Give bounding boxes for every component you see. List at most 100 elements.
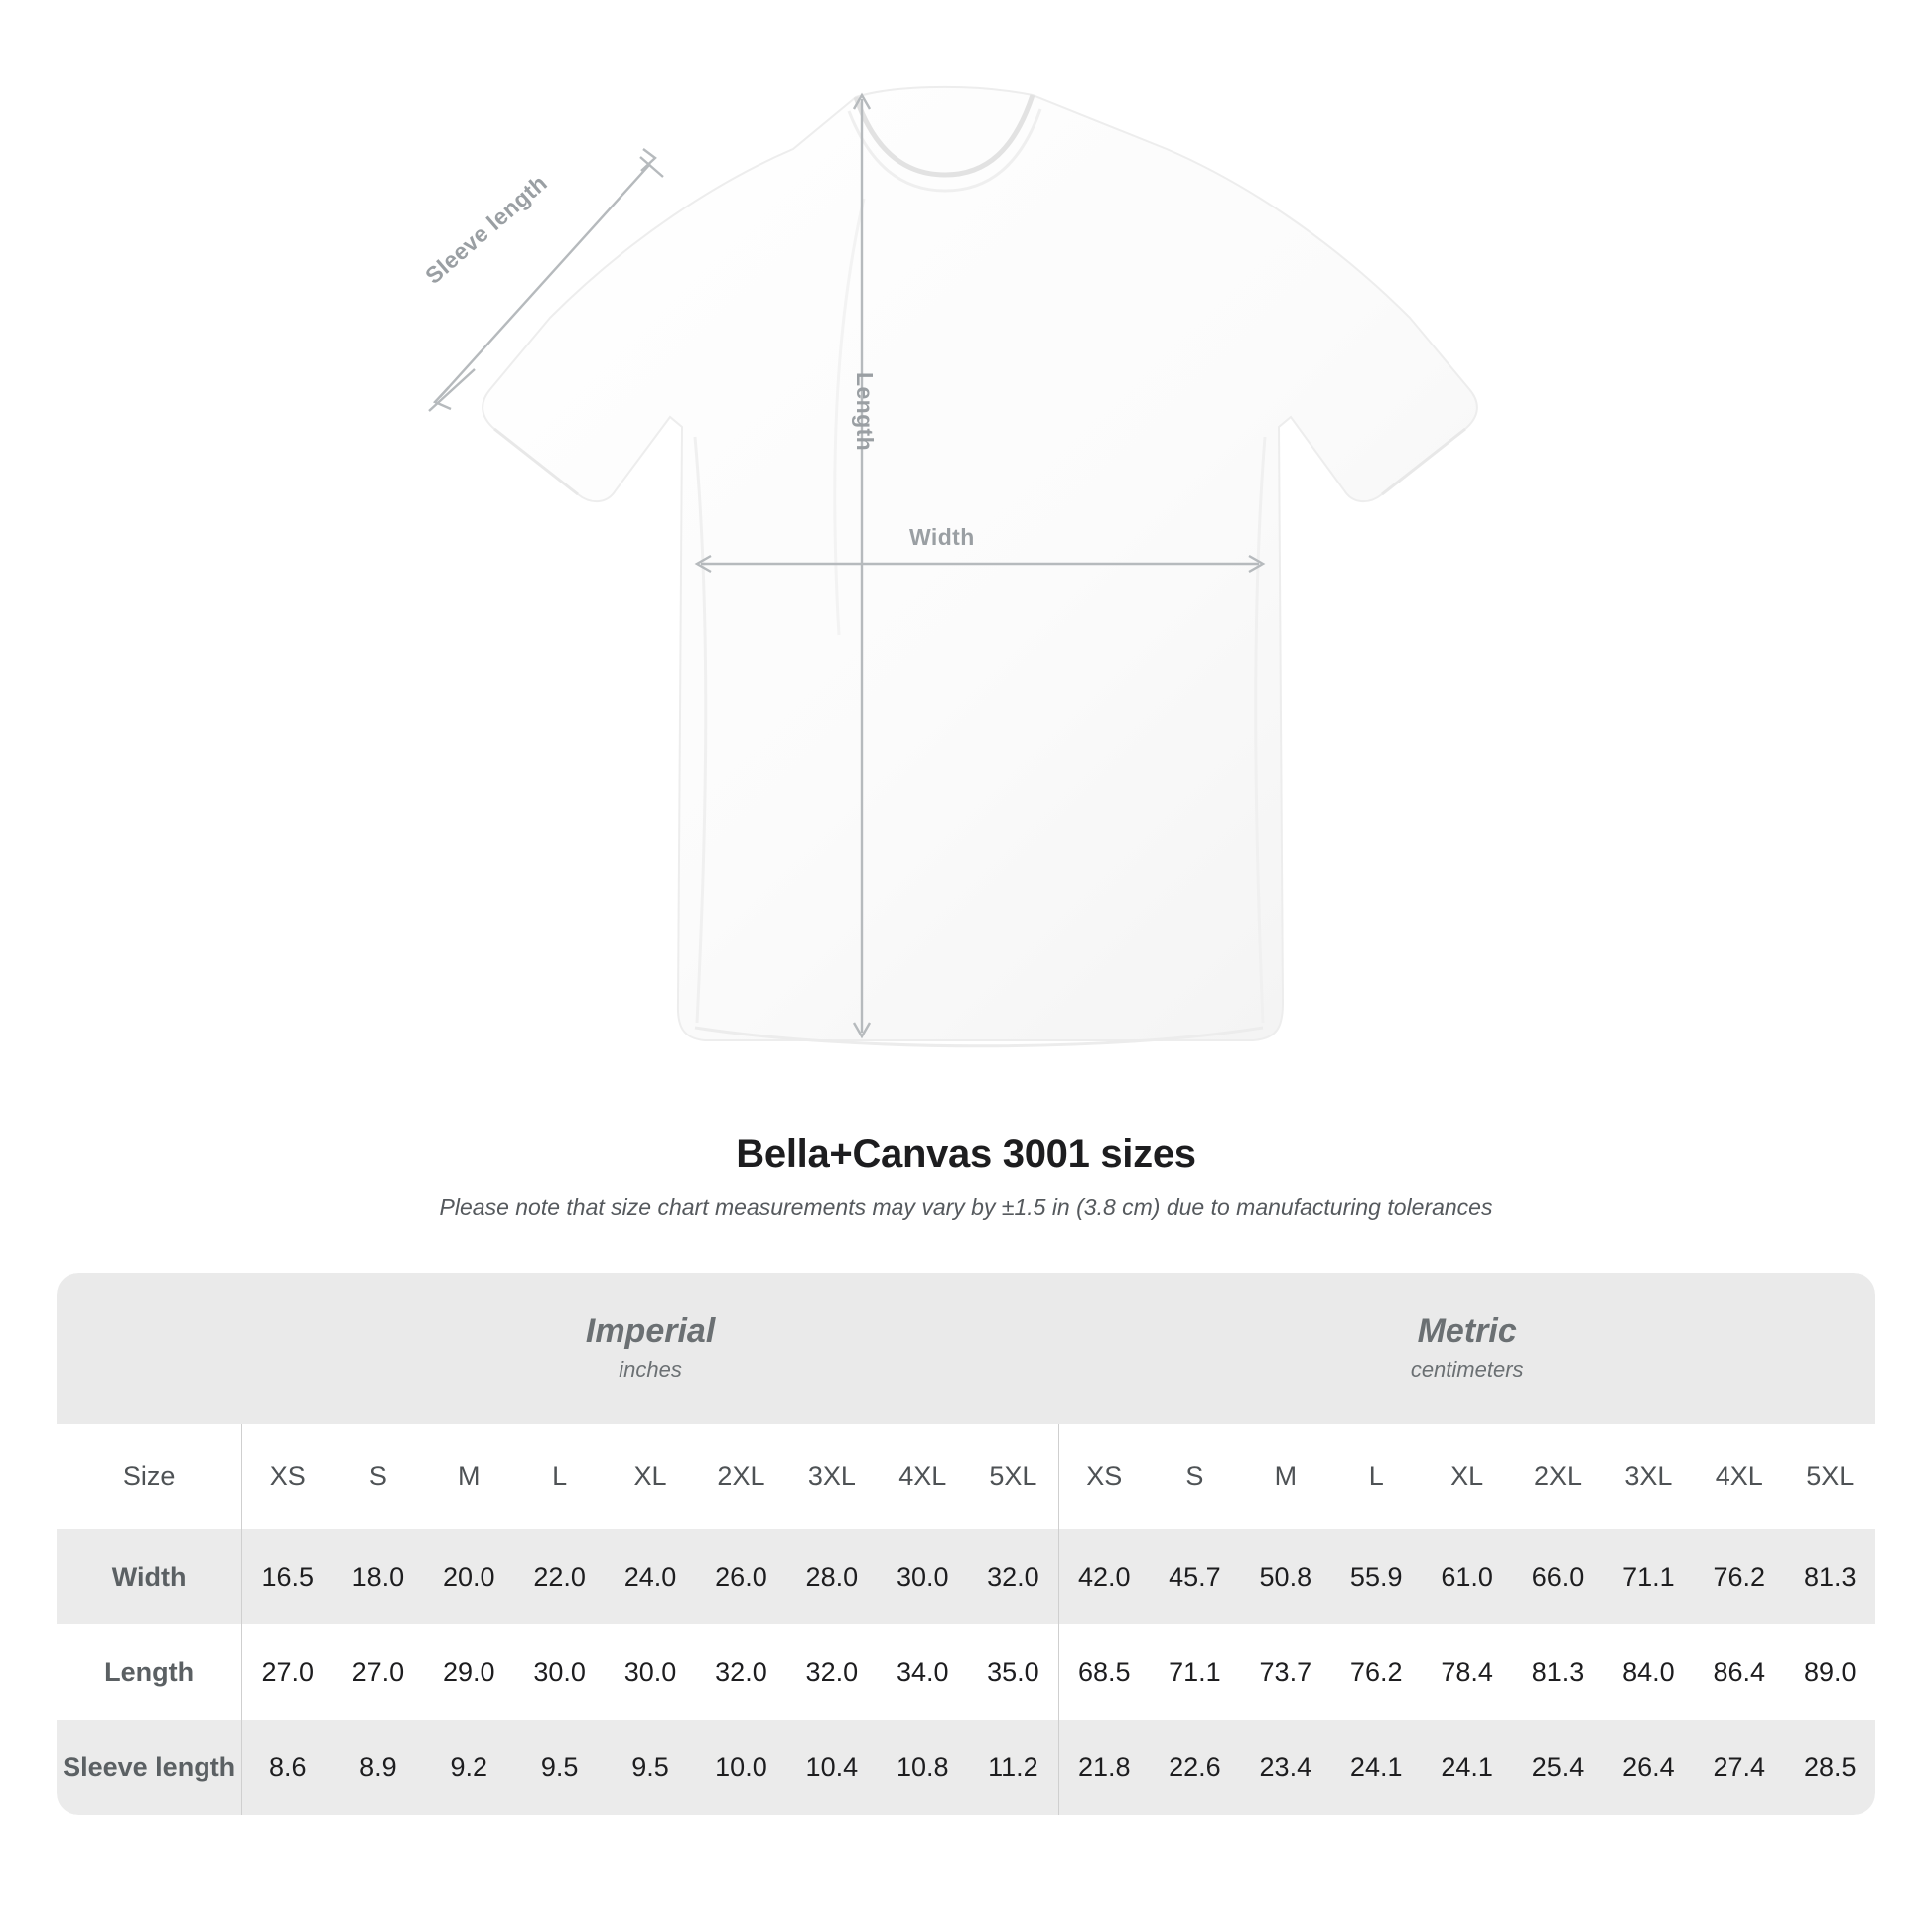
cell-width-metric-5xl: 81.3 <box>1784 1529 1875 1624</box>
cell-sleeve-length-metric-l: 24.1 <box>1330 1720 1422 1815</box>
cell-width-imperial-m: 20.0 <box>423 1529 514 1624</box>
cell-length-metric-m: 73.7 <box>1240 1624 1331 1720</box>
size-header-cell-xl-metric: XL <box>1421 1424 1513 1529</box>
unit-system-name: Metric <box>1417 1312 1517 1351</box>
row-label-width: Width <box>57 1529 242 1624</box>
dimension-lines <box>428 92 1266 1039</box>
width-dimension-label: Width <box>909 524 975 550</box>
row-label-length: Length <box>57 1624 242 1720</box>
table-row: Sleeve length 8.6 8.9 9.2 9.5 9.5 10.0 10.4 10.8… <box>57 1720 1875 1815</box>
size-chart-table: Imperial inches Metric centimeters Size XS S M L… <box>57 1273 1875 1815</box>
cell-sleeve-length-imperial-m: 9.2 <box>423 1720 514 1815</box>
size-header-cell-l-metric: L <box>1330 1424 1422 1529</box>
cell-width-metric-2xl: 66.0 <box>1512 1529 1603 1624</box>
cell-length-metric-4xl: 86.4 <box>1694 1624 1785 1720</box>
size-header-cell-m-metric: M <box>1240 1424 1331 1529</box>
cell-sleeve-length-imperial-5xl: 11.2 <box>967 1720 1059 1815</box>
tshirt-collar-inner <box>847 108 1042 193</box>
cell-width-imperial-xs: 16.5 <box>241 1529 334 1624</box>
unit-system-unit: inches <box>619 1356 682 1382</box>
width-arrow-right <box>1248 554 1266 574</box>
tshirt-collar <box>853 94 1035 178</box>
tshirt-fold-right <box>1254 436 1267 1024</box>
cell-width-metric-3xl: 71.1 <box>1602 1529 1695 1624</box>
tshirt-illustration <box>428 85 1478 1048</box>
cell-width-metric-xl: 61.0 <box>1421 1529 1513 1624</box>
cell-sleeve-length-metric-5xl: 28.5 <box>1784 1720 1875 1815</box>
unit-system-spacer-cell <box>57 1273 242 1424</box>
cell-width-metric-l: 55.9 <box>1330 1529 1422 1624</box>
row-label-sleeve-length: Sleeve length <box>57 1720 242 1815</box>
width-arrow-left <box>694 554 712 574</box>
cell-length-metric-xl: 78.4 <box>1421 1624 1513 1720</box>
tshirt-measurement-diagram: Sleeve length Length Width <box>420 85 1478 1048</box>
unit-system-cell-metric: Metric centimeters <box>1058 1273 1875 1424</box>
cell-length-metric-3xl: 84.0 <box>1602 1624 1695 1720</box>
chart-heading-block: Bella+Canvas 3001 sizes Please note that… <box>0 1132 1932 1221</box>
cell-length-imperial-xl: 30.0 <box>605 1624 696 1720</box>
size-header-cell-l-imperial: L <box>513 1424 606 1529</box>
unit-system-header-row: Imperial inches Metric centimeters <box>57 1273 1875 1424</box>
cell-sleeve-length-imperial-2xl: 10.0 <box>695 1720 787 1815</box>
page-title: Bella+Canvas 3001 sizes <box>736 1132 1196 1175</box>
cell-sleeve-length-metric-m: 23.4 <box>1240 1720 1331 1815</box>
size-header-cell-s-imperial: S <box>333 1424 424 1529</box>
size-header-cell-5xl-imperial: 5XL <box>967 1424 1059 1529</box>
cell-width-imperial-2xl: 26.0 <box>695 1529 787 1624</box>
size-chart-table-wrap: Imperial inches Metric centimeters Size XS S M L… <box>57 1273 1875 1815</box>
cell-sleeve-length-metric-s: 22.6 <box>1149 1720 1241 1815</box>
cell-length-metric-2xl: 81.3 <box>1512 1624 1603 1720</box>
length-arrow-top <box>852 92 872 110</box>
size-header-cell-xl-imperial: XL <box>605 1424 696 1529</box>
cell-sleeve-length-metric-4xl: 27.4 <box>1694 1720 1785 1815</box>
tshirt-bottom-hem <box>694 1026 1264 1048</box>
size-header-cell-3xl-metric: 3XL <box>1602 1424 1695 1529</box>
cell-width-imperial-3xl: 28.0 <box>786 1529 878 1624</box>
size-header-cell-s-metric: S <box>1149 1424 1241 1529</box>
cell-length-imperial-s: 27.0 <box>333 1624 424 1720</box>
unit-system-unit: centimeters <box>1410 1356 1524 1382</box>
cell-sleeve-length-imperial-3xl: 10.4 <box>786 1720 878 1815</box>
cell-length-metric-l: 76.2 <box>1330 1624 1422 1720</box>
length-arrow-bottom <box>852 1022 872 1039</box>
size-header-cell-2xl-metric: 2XL <box>1512 1424 1603 1529</box>
length-dimension-label: Length <box>852 372 878 452</box>
sleeve-extension-upper <box>639 156 664 178</box>
cell-sleeve-length-imperial-4xl: 10.8 <box>877 1720 968 1815</box>
cell-length-imperial-xs: 27.0 <box>241 1624 334 1720</box>
cell-width-metric-xs: 42.0 <box>1057 1529 1150 1624</box>
size-header-cell-4xl-metric: 4XL <box>1694 1424 1785 1529</box>
cell-length-imperial-2xl: 32.0 <box>695 1624 787 1720</box>
sleeve-arrow-upper <box>640 148 657 172</box>
cell-width-metric-s: 45.7 <box>1149 1529 1241 1624</box>
cell-sleeve-length-metric-3xl: 26.4 <box>1602 1720 1695 1815</box>
size-header-cell-m-imperial: M <box>423 1424 514 1529</box>
sleeve-extension-lower <box>428 368 476 412</box>
size-header-cell-xs-imperial: XS <box>241 1424 334 1529</box>
tshirt-right-sleeve-hem <box>1381 427 1466 496</box>
unit-system-name: Imperial <box>585 1312 716 1351</box>
cell-length-imperial-3xl: 32.0 <box>786 1624 878 1720</box>
cell-width-imperial-5xl: 32.0 <box>967 1529 1059 1624</box>
tshirt-fold-left <box>693 436 708 1024</box>
cell-sleeve-length-metric-xl: 24.1 <box>1421 1720 1513 1815</box>
size-header-cell-xs-metric: XS <box>1057 1424 1150 1529</box>
tshirt-left-sleeve-hem <box>493 427 579 496</box>
cell-length-imperial-5xl: 35.0 <box>967 1624 1059 1720</box>
cell-length-imperial-l: 30.0 <box>513 1624 606 1720</box>
cell-sleeve-length-metric-xs: 21.8 <box>1057 1720 1150 1815</box>
sleeve-arrow-lower <box>432 386 452 411</box>
table-row: Length 27.0 27.0 29.0 30.0 30.0 32.0 32.0 34.0 35… <box>57 1624 1875 1720</box>
tshirt-fold-center-left <box>833 198 866 636</box>
table-row: Width 16.5 18.0 20.0 22.0 24.0 26.0 28.0 30.0 32.… <box>57 1529 1875 1624</box>
cell-sleeve-length-imperial-xl: 9.5 <box>605 1720 696 1815</box>
unit-system-cell-imperial: Imperial inches <box>241 1273 1059 1424</box>
size-header-row: Size XS S M L XL 2XL 3XL 4XL 5XL XS S M L XL 2XL 3XL 4XL 5… <box>57 1424 1875 1529</box>
size-header-cell-3xl-imperial: 3XL <box>786 1424 878 1529</box>
tolerance-note: Please note that size chart measurements… <box>439 1194 1493 1220</box>
cell-width-metric-m: 50.8 <box>1240 1529 1331 1624</box>
cell-length-metric-5xl: 89.0 <box>1784 1624 1875 1720</box>
cell-width-imperial-s: 18.0 <box>333 1529 424 1624</box>
size-header-cell-5xl-metric: 5XL <box>1784 1424 1875 1529</box>
size-header-cell-2xl-imperial: 2XL <box>695 1424 787 1529</box>
